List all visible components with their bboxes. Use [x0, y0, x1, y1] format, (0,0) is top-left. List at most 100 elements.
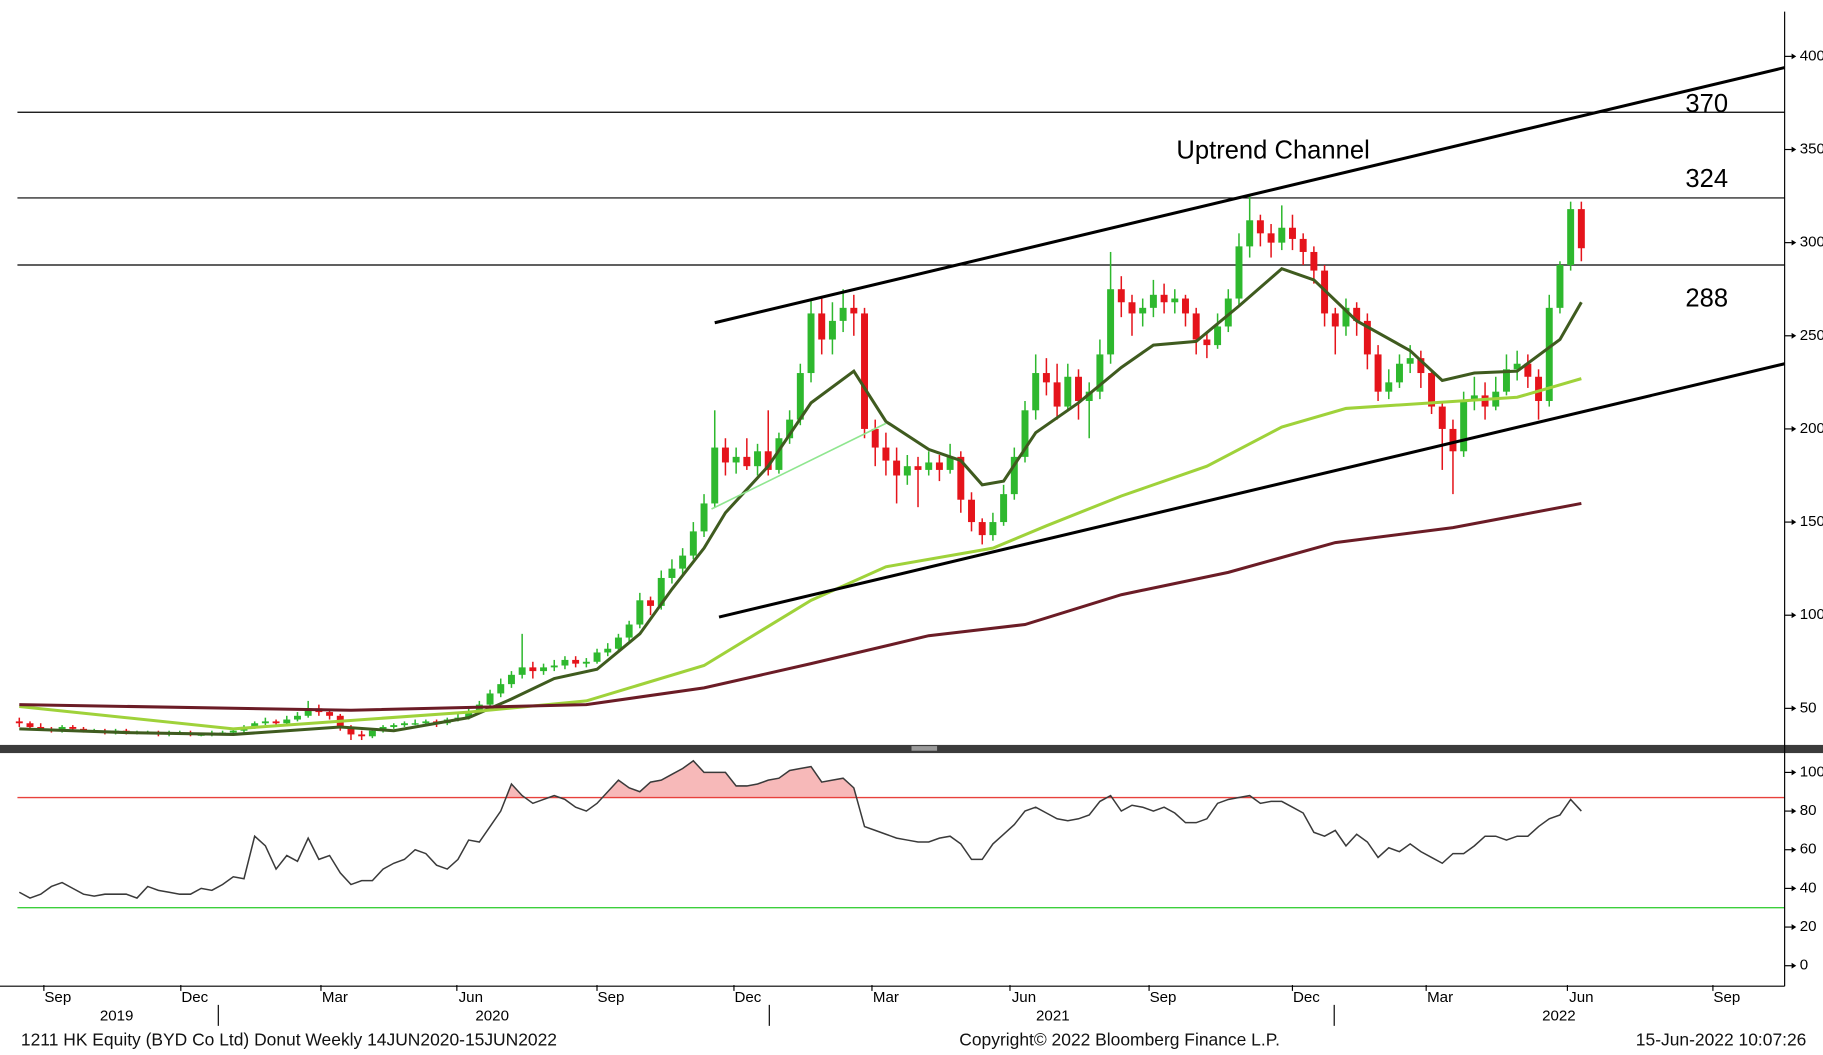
candle-body: [614, 637, 622, 649]
candle-body: [1513, 363, 1521, 370]
candle-body: [1535, 376, 1543, 401]
candle-body: [914, 466, 922, 470]
candle-body: [400, 723, 408, 726]
candle-body: [1385, 382, 1393, 392]
candle-body: [1192, 313, 1200, 340]
x-tick-label: Jun: [1012, 989, 1036, 1006]
x-tick-label: Sep: [1150, 989, 1177, 1006]
candle-body: [668, 568, 676, 578]
y-tick-label: 20: [1800, 918, 1817, 935]
candle-body: [358, 734, 366, 737]
candle-body: [1438, 406, 1446, 429]
candle-body: [1545, 307, 1553, 401]
candle-body: [229, 730, 237, 733]
candle-body: [1171, 298, 1179, 303]
candle-body: [1214, 326, 1222, 346]
candle-body: [1299, 238, 1307, 252]
candle-body: [1449, 428, 1457, 452]
candle-body: [764, 451, 772, 470]
candle-body: [26, 723, 34, 727]
overbought-area: [19, 760, 1582, 798]
candle-body: [796, 373, 804, 420]
candle-body: [711, 447, 719, 504]
candle-body: [304, 708, 312, 716]
rsi-line: [18, 759, 1582, 899]
candle-body: [1010, 456, 1018, 495]
candle-body: [1502, 369, 1510, 392]
candle-body: [1310, 251, 1318, 271]
candle-body: [507, 674, 515, 685]
y-tick-arrow: [1791, 612, 1797, 619]
candle-body: [69, 726, 77, 729]
candle-body: [818, 313, 826, 340]
x-tick-label: Sep: [1713, 989, 1740, 1006]
trendline: [714, 66, 1785, 325]
candle-body: [550, 665, 558, 668]
candle-body: [1342, 307, 1350, 327]
annotation: Uptrend Channel: [1176, 136, 1369, 164]
x-tick-label: Jun: [1569, 989, 1593, 1006]
candle-body: [1353, 307, 1361, 321]
candle-body: [1117, 289, 1125, 303]
candle-body: [1481, 395, 1489, 407]
y-tick-arrow: [1791, 146, 1797, 153]
year-label: 2021: [1036, 1008, 1070, 1025]
price-panel: 50 100 150 200 250 300 350 400 370 324 288 Uptrend …: [15, 47, 1823, 741]
y-tick-label: 100: [1800, 606, 1823, 623]
candle-body: [529, 667, 537, 672]
candle-body: [850, 307, 858, 314]
candle-body: [1331, 313, 1339, 327]
candle-body: [1406, 358, 1414, 364]
candle-body: [1149, 294, 1157, 308]
candle-body: [775, 438, 783, 470]
candle-body: [283, 719, 291, 724]
footer-left: 1211 HK Equity (BYD Co Ltd) Donut Weekly…: [21, 1030, 557, 1050]
candle-body: [1256, 220, 1264, 234]
y-tick-label: 250: [1800, 327, 1823, 344]
candle-body: [1524, 363, 1532, 377]
y-tick-arrow: [1791, 332, 1797, 339]
candle-body: [861, 313, 868, 429]
x-tick-label: Dec: [734, 989, 761, 1006]
candle-body: [497, 684, 505, 694]
candle-body: [828, 320, 836, 340]
candle-body: [518, 667, 526, 675]
candle-body: [732, 456, 740, 463]
level-label: 370: [1685, 90, 1728, 118]
candle-body: [700, 503, 708, 532]
y-tick-label: 200: [1800, 420, 1823, 437]
candle-body: [1064, 376, 1072, 407]
x-tick-label: Dec: [1293, 989, 1320, 1006]
y-tick-label: 50: [1800, 699, 1817, 716]
candle-body: [679, 555, 687, 569]
candle-body: [1042, 373, 1050, 383]
x-tick-label: Jun: [459, 989, 483, 1006]
candle-body: [893, 460, 901, 476]
x-tick-label: Sep: [598, 989, 625, 1006]
candle-body: [1053, 382, 1061, 407]
candle-body: [689, 531, 697, 556]
candle-body: [978, 522, 986, 536]
candle-body: [754, 451, 762, 467]
y-tick-arrow: [1791, 519, 1797, 525]
candle-body: [1235, 246, 1243, 299]
level-label: 288: [1685, 285, 1728, 313]
y-tick-arrow: [1791, 808, 1797, 814]
candle-body: [593, 652, 601, 662]
candle-body: [326, 712, 334, 716]
candle-body: [251, 723, 259, 727]
candle-body: [968, 499, 975, 523]
candle-body: [368, 730, 376, 737]
y-tick-arrow: [1791, 885, 1797, 892]
candle-body: [1128, 302, 1136, 314]
candle-body: [561, 659, 569, 666]
candle-body: [882, 447, 890, 461]
x-tick-label: Mar: [322, 989, 348, 1006]
trendline: [711, 422, 887, 510]
candle-body: [721, 447, 729, 463]
footer-right: 15-Jun-2022 10:07:26: [1636, 1030, 1807, 1050]
candle-body: [1085, 391, 1093, 401]
moving-average: [19, 267, 1583, 736]
